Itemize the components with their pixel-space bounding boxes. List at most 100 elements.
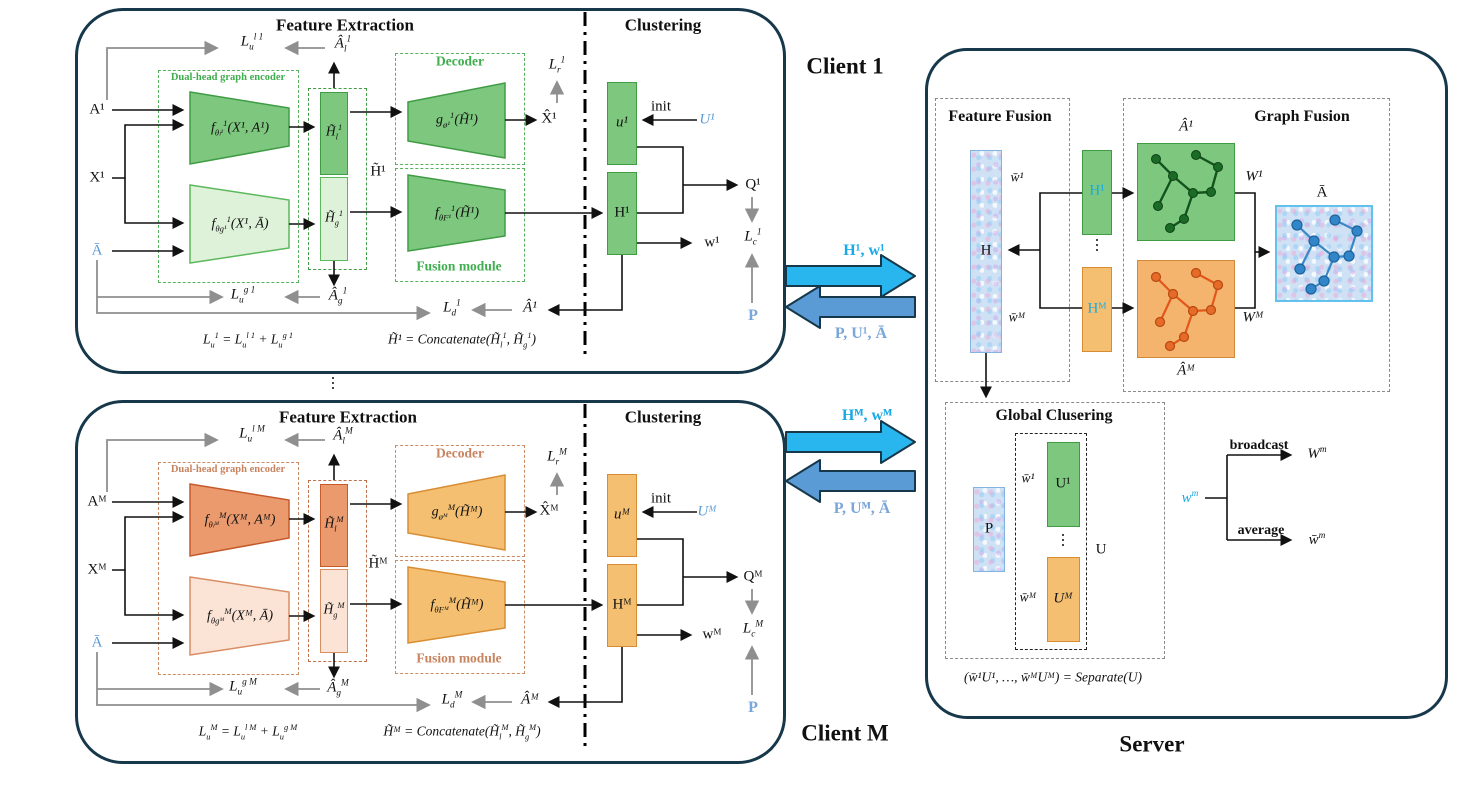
client1-loss-lu-g: Lug 1 (230, 285, 256, 306)
client1-H-bar-label: H¹ (614, 204, 630, 221)
server-a-hat-1-label: Â¹ (1179, 118, 1193, 135)
clientM-loss-lu-g: Lug M (229, 677, 257, 698)
client1-input-X: X¹ (89, 169, 105, 186)
graph-fusion-title: Graph Fusion (1254, 108, 1350, 125)
bar-HM-server (1082, 267, 1112, 352)
client1-panel-label: Client 1 (806, 53, 884, 79)
client1-formula-lu: Lu1 = Lul 1 + Lug 1 (202, 331, 294, 350)
transfer-arrow-client1-to-server (785, 254, 916, 298)
client1-h-local-label: H̃l1 (325, 123, 343, 142)
bar-uM (607, 474, 637, 557)
clientM-a-hat-l: ÂlM (333, 426, 353, 447)
bar-u1 (607, 82, 637, 165)
bar-U1 (1047, 442, 1080, 527)
bar-h-local-1 (320, 92, 348, 175)
clientM-a-hat-g: ÂgM (327, 678, 349, 699)
client1-decoder-box (395, 53, 525, 165)
server-Abar-label: Ā (1316, 184, 1328, 201)
server-wbar-m-label: w̄m (1308, 531, 1326, 548)
clientM-input-X: Xᴹ (87, 561, 107, 578)
clientM-formula-lu: LuM = Lul M + Lug M (198, 723, 298, 742)
client1-a-hat: Â¹ (523, 299, 537, 316)
server-broadcast-label: broadcast (1229, 438, 1289, 453)
bar-H1-server (1082, 150, 1112, 235)
server-H1-label: H¹ (1089, 182, 1105, 199)
clientM-P-label: P (748, 699, 758, 716)
client1-h-tilde-label: H̃¹ (370, 163, 386, 180)
client1-loss-d: Ld1 (443, 298, 461, 319)
client1-h-global-label: H̃g1 (324, 209, 344, 228)
server-wbarM-label: w̄ᴹ (1008, 309, 1026, 325)
clientM-clustering-title: Clustering (624, 407, 702, 427)
server-UM-label: Uᴹ (1053, 590, 1073, 607)
clientM-fusion-box (395, 560, 525, 674)
client1-P-label: P (748, 307, 758, 324)
clientM-a-hat: Âᴹ (521, 691, 539, 708)
clientM-decoder-fn: gøᴹM(H̃ᴹ) (431, 501, 483, 522)
clientM-h-global-label: H̃gM (323, 601, 345, 620)
server-H-ellipsis: ⋮ (1089, 237, 1105, 254)
global-clustering-title: Global Clusering (995, 407, 1113, 424)
clientM-input-Abar: Ā (91, 634, 103, 651)
clientM-formula-h: H̃ᴹ = Concatenate(H̃lM, H̃gM) (383, 723, 541, 742)
bar-H-fused (970, 150, 1002, 353)
graph-box-A1 (1137, 143, 1235, 241)
transfer-label-downM: P, Uᴹ, Ā (833, 500, 891, 517)
server-panel-label: Server (1119, 731, 1185, 757)
graph-box-Abar (1275, 205, 1373, 302)
clientM-w-label: wᴹ (702, 626, 722, 643)
bar-UM (1047, 557, 1080, 642)
client1-fusion-fn: fθF¹1(H̃¹) (434, 202, 480, 223)
client1-decoder-label: Decoder (436, 53, 484, 69)
clientM-u-bar-label: uᴹ (614, 506, 630, 523)
clientM-feature-extraction-title: Feature Extraction (278, 407, 418, 427)
clientM-decoder-label: Decoder (436, 445, 484, 461)
clientM-h-tilde-label: H̃ᴹ (368, 555, 388, 572)
client1-init-label: init (650, 98, 672, 115)
client1-decoder-fn: gø¹1(H̃¹) (436, 109, 478, 130)
bar-h-local-M (320, 484, 348, 567)
client1-U-init: U¹ (699, 111, 715, 128)
client1-fusion-label: Fusion module (416, 258, 502, 274)
clientM-loss-lu-l: Lul M (239, 424, 265, 445)
clientM-encoder-box-label: Dual-head graph encoder (170, 463, 286, 475)
bar-H1 (607, 172, 637, 255)
client1-loss-c: Lc1 (744, 227, 762, 248)
clientM-loss-r: LrM (547, 447, 567, 468)
clientM-x-hat: X̂ᴹ (539, 502, 559, 519)
server-WM-label: Wᴹ (1242, 309, 1264, 326)
clientM-fusion-fn: fθFᴹM(H̃ᴹ) (430, 594, 484, 615)
client1-encoder-local-fn: fθₗ¹1(X¹, A¹) (210, 117, 270, 138)
server-wbar1-u-label: w̄¹ (1021, 470, 1035, 486)
client1-feature-extraction-title: Feature Extraction (275, 15, 415, 35)
clientM-init-label: init (650, 490, 672, 507)
transfer-label-up1: H¹, w¹ (843, 242, 885, 259)
server-average-label: average (1237, 523, 1285, 538)
u-stack-box (1015, 433, 1087, 650)
clientM-U-init: Uᴹ (697, 503, 717, 520)
client1-encoder-box (158, 70, 299, 283)
clientM-decoder-box (395, 445, 525, 557)
feature-fusion-box (935, 98, 1070, 382)
client1-u-bar-label: u¹ (616, 114, 628, 131)
transfer-label-down1: P, U¹, Ā (834, 325, 888, 342)
clientM-encoder-box (158, 462, 299, 675)
graph-A1 (1151, 150, 1223, 233)
graph-Abar (1291, 214, 1363, 295)
client1-fusion-box (395, 168, 525, 282)
client1-input-Abar: Ā (91, 242, 103, 259)
clientM-fusion-label: Fusion module (416, 650, 502, 666)
client1-clustering-title: Clustering (624, 15, 702, 35)
feature-fusion-title: Feature Fusion (948, 108, 1052, 125)
client1-loss-r: Lr1 (548, 55, 566, 76)
client1-a-hat-l: Âl1 (334, 34, 352, 55)
server-HM-label: Hᴹ (1087, 300, 1107, 317)
client1-a-hat-g: Âg1 (328, 286, 348, 307)
clientM-loss-c: LcM (742, 619, 764, 640)
between-clients-ellipsis: ⋮ (325, 375, 341, 392)
client1-formula-h: H̃¹ = Concatenate(H̃l1, H̃g1) (387, 331, 537, 350)
server-P-label: P (984, 520, 994, 537)
client1-loss-lu-l: Lul 1 (240, 32, 264, 53)
graph-AM (1150, 267, 1224, 352)
clientM-input-A: Aᴹ (87, 493, 107, 510)
